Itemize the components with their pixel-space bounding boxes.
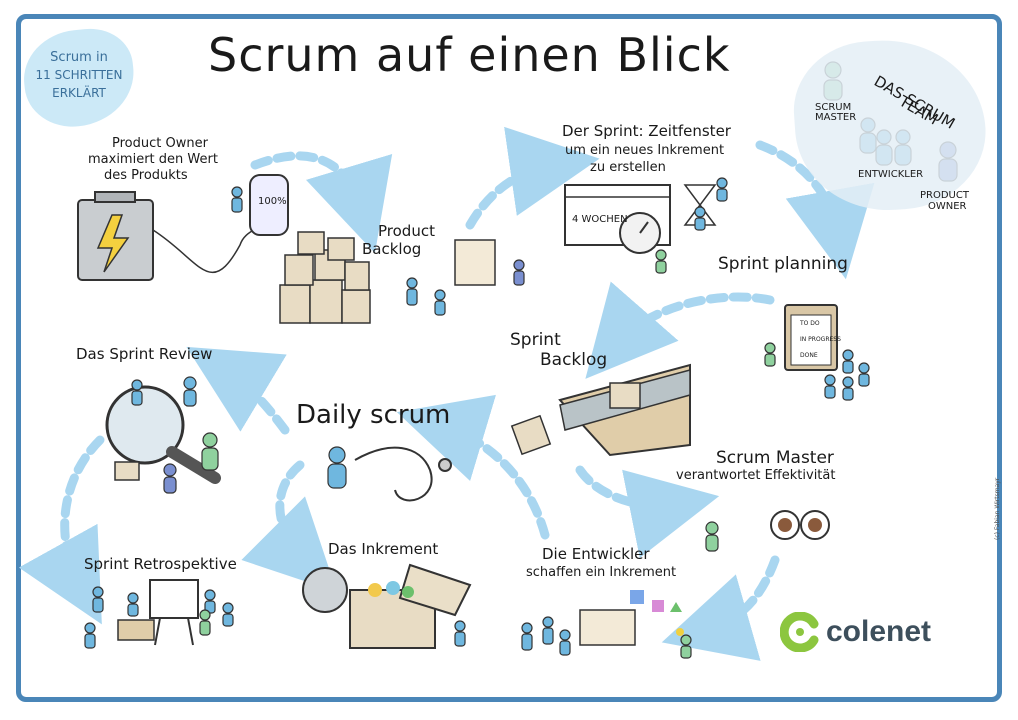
arrow-sprint-to-planning [755,140,875,280]
po-label-line1: Product Owner [112,136,208,151]
retrospective-label: Sprint Retrospektive [84,555,237,573]
increment-label: Das Inkrement [328,540,439,558]
product-backlog-line1: Product [378,222,435,240]
sprint-window-drawing [564,184,717,254]
team-developers-label: ENTWICKLER [858,169,924,180]
arrow-master-to-dev [661,555,780,661]
flipchart-drawing [117,579,199,646]
artist-credit: (c) Fabian Wirtsmayr [994,477,1001,540]
arrow-to-review [186,346,290,435]
colenet-logo-icon [780,612,819,652]
arrow-po-to-backlog [250,151,393,254]
increment-box-drawing [579,590,684,646]
colenet-logo: colenet [780,612,931,652]
clipboard-done: DONE [800,352,818,359]
sprint-backlog-line2: Backlog [540,350,608,370]
team-po-label-line2: OWNER [928,201,967,212]
po-label-line2: maximiert den Wert [88,152,218,167]
sprint-label-line2: um ein neues Inkrement [565,143,725,158]
badge-line1: Scrum in [50,50,108,65]
arrow-backlog-to-sprint [465,126,600,230]
sprint-weeks: 4 WOCHEN [572,214,628,225]
arrow-backlog-to-master [575,465,720,558]
clipboard-in-progress: IN PROGRESS [800,336,841,343]
arrow-daily-to-increment [241,460,337,592]
conveyor-drawing [510,363,691,457]
steps-badge: Scrum in 11 SCHRITTEN ERKLÄRT [19,24,139,132]
arrow-planning-to-backlog [585,281,775,379]
clipboard-drawing [784,304,838,371]
battery-drawing [77,174,289,281]
product-backlog-line2: Backlog [362,240,422,258]
badge-line3: ERKLÄRT [52,86,106,100]
sprint-review-label: Das Sprint Review [76,345,213,363]
daily-scrum-label: Daily scrum [296,400,451,430]
sprint-label-line1: Der Sprint: Zeitfenster [562,122,731,140]
arrow-dev-to-daily [396,394,550,540]
stethoscope-drawing [354,446,452,502]
po-label-line3: des Produkts [104,168,188,183]
sprint-label-line3: zu erstellen [590,160,666,175]
scrum-master-line1: Scrum Master [716,448,834,468]
clipboard-todo: TO DO [800,320,820,327]
page-title: Scrum auf einen Blick [208,28,731,82]
sprint-backlog-line1: Sprint [510,330,561,350]
backlog-boxes [279,231,496,324]
sprint-planning-label: Sprint planning [718,254,848,274]
logo-wordmark: colenet [826,615,932,648]
arrow-review-to-retro [18,435,105,625]
targets-drawing [770,510,830,540]
scrum-master-line2: verantwortet Effektivität [676,468,836,483]
developers-line2: schaffen ein Inkrement [526,565,677,580]
team-po-label-line1: PRODUCT [920,190,969,201]
flow-arrows [18,126,875,661]
gift-box-drawing [302,563,472,649]
badge-line2: 11 SCHRITTEN [35,68,123,82]
magnifier-drawing [105,385,221,484]
developers-line1: Die Entwickler [542,545,650,563]
team-scrum-master-label: SCRUM MASTER [815,102,857,123]
battery-percent: 100% [258,196,287,207]
